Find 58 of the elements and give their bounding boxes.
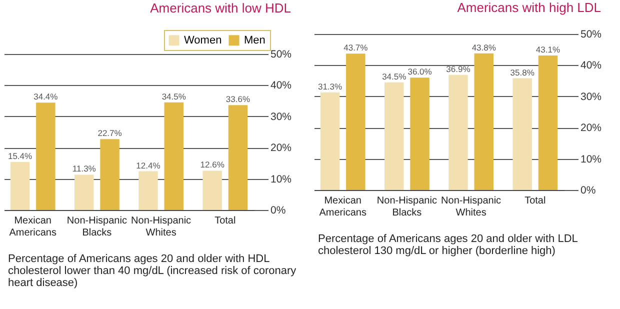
x-tick-label: Non-Hispanic Blacks xyxy=(66,216,127,238)
data-label: 34.5% xyxy=(382,71,407,82)
bar xyxy=(202,170,222,210)
bar xyxy=(138,171,158,210)
chart-title: Americans with low HDL xyxy=(150,0,292,16)
y-tick-label: 0% xyxy=(580,184,596,196)
text: Percentage of Americans ages 20 and older with HDL cholesterol lower than 40 mg/dL (increased risk of coronary heart disease) xyxy=(8,253,298,289)
bar xyxy=(10,162,30,210)
data-label: 12.6% xyxy=(200,160,225,170)
y-tick-label: 20% xyxy=(270,142,292,154)
data-label: 12.4% xyxy=(136,160,161,170)
legend-label: Men xyxy=(244,34,266,46)
y-tick-label: 30% xyxy=(270,110,292,123)
data-label: 36.0% xyxy=(408,66,432,77)
chart-title: Americans with high LDL xyxy=(457,0,602,15)
x-tick-label: Mexican Americans xyxy=(9,216,56,238)
bar xyxy=(320,92,340,190)
bar xyxy=(448,74,468,190)
x-tick-label: Non-Hispanic Blacks xyxy=(376,196,437,218)
data-label: 15.4% xyxy=(8,150,33,161)
y-tick-label: 30% xyxy=(580,90,602,103)
data-label: 33.6% xyxy=(226,94,250,104)
data-label: 34.5% xyxy=(162,91,186,102)
bar xyxy=(100,139,120,210)
data-label: 43.7% xyxy=(344,42,368,53)
data-label: 43.8% xyxy=(472,42,496,52)
data-label: 34.4% xyxy=(34,92,58,102)
x-tick-label: Total xyxy=(524,196,546,206)
data-label: 36.9% xyxy=(446,64,471,74)
bar xyxy=(228,105,248,210)
data-label: 22.7% xyxy=(98,128,122,138)
bar xyxy=(474,53,494,190)
data-label: 11.3% xyxy=(72,164,96,174)
bar xyxy=(538,56,558,190)
bar xyxy=(346,54,366,190)
bar xyxy=(36,102,56,210)
x-tick-label: Total xyxy=(214,216,236,226)
y-tick-label: 0% xyxy=(270,204,286,216)
bar xyxy=(74,174,94,210)
y-tick-label: 50% xyxy=(270,48,292,60)
legend-label: Women xyxy=(184,34,222,46)
data-label: 43.1% xyxy=(536,44,560,55)
y-tick-label: 40% xyxy=(270,80,292,92)
bar xyxy=(410,78,430,190)
data-label: 35.8% xyxy=(510,67,535,78)
data-label: 31.3% xyxy=(318,81,343,92)
bar xyxy=(384,82,404,190)
y-tick-label: 40% xyxy=(580,60,602,72)
x-tick-label: Non-Hispanic Whites xyxy=(441,196,502,218)
y-tick-label: 20% xyxy=(580,122,602,134)
x-tick-label: Mexican Americans xyxy=(319,196,366,218)
bar xyxy=(164,102,184,210)
x-tick-label: Non-Hispanic Whites xyxy=(131,216,192,238)
text: Percentage of Americans ages 20 and older with LDL cholesterol 130 mg/dL or higher (borderline high) xyxy=(318,233,578,257)
y-tick-label: 50% xyxy=(580,28,602,40)
y-tick-label: 10% xyxy=(270,173,292,186)
y-tick-label: 10% xyxy=(580,153,602,166)
bar xyxy=(512,78,532,190)
